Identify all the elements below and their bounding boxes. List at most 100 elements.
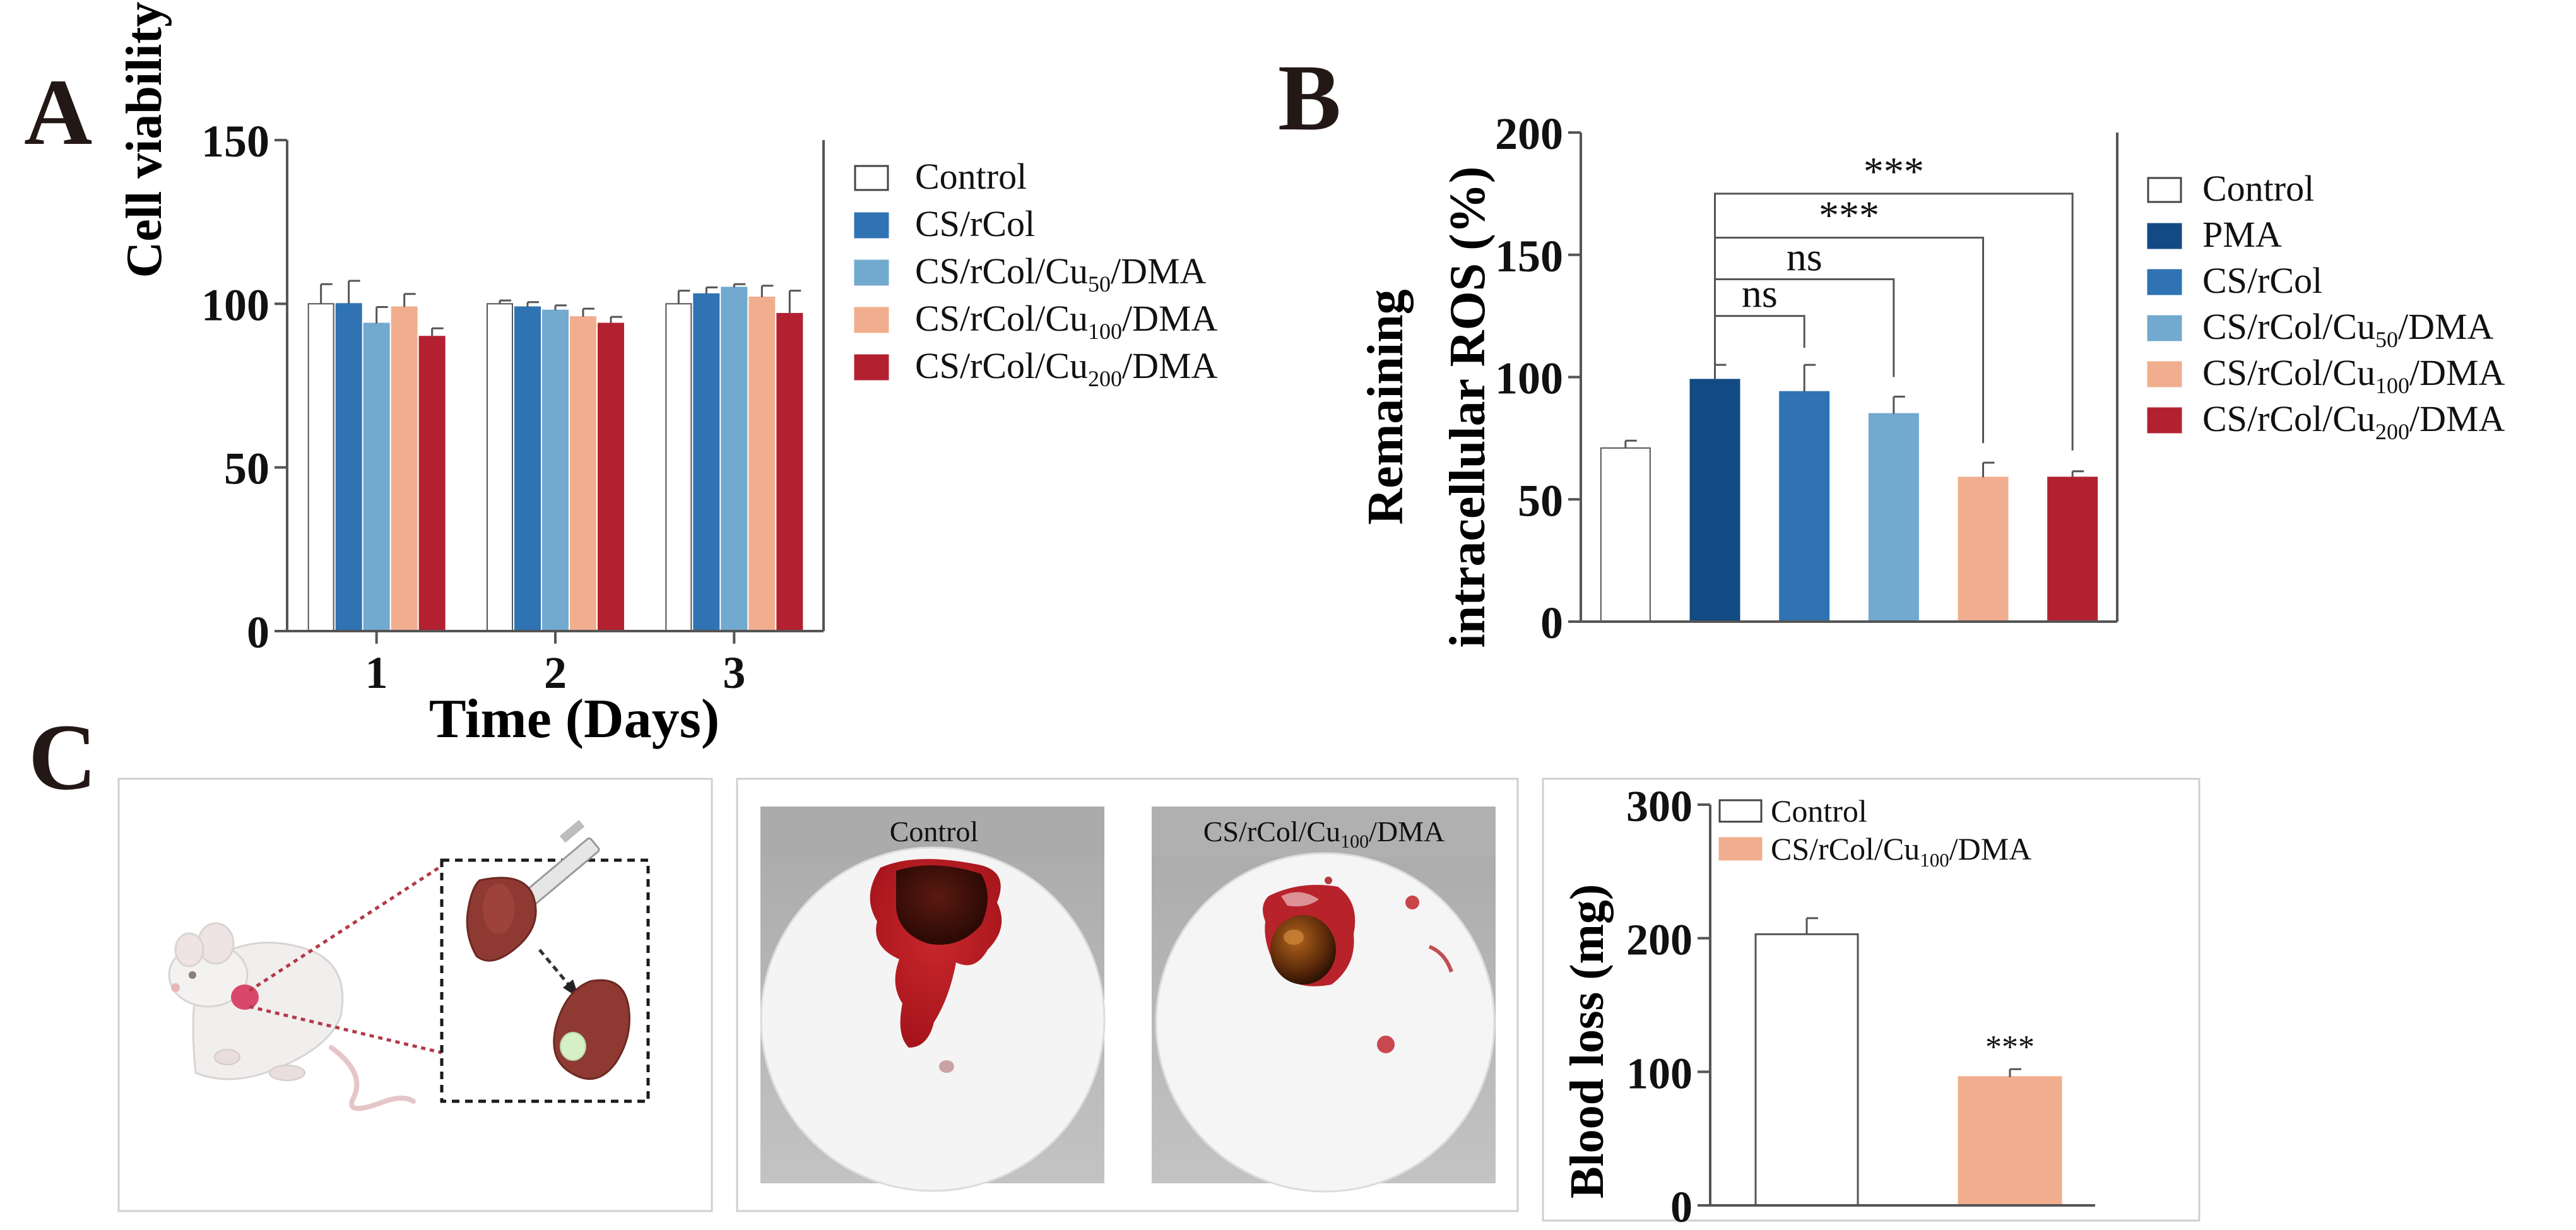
chart-b-legend-label: CS/rCol/Cu50/DMA <box>2202 306 2494 352</box>
wound-site <box>560 1032 586 1061</box>
chart-c: *** 0 100 200 300 Blood loss (mg) ControlCS… <box>1542 778 2201 1230</box>
chart-c-bar <box>1958 1076 2062 1207</box>
chart-b-ytick-label: 0 <box>1540 598 1563 648</box>
chart-b-ylabel-line1: Remaining <box>1358 289 1414 524</box>
chart-a-bar <box>391 306 418 632</box>
chart-b-legend-swatch <box>2147 177 2182 203</box>
chart-a-legend: ControlCS/rColCS/rCol/Cu50/DMACS/rCol/Cu… <box>854 156 1218 391</box>
chart-a-xtick-label: 3 <box>723 648 745 698</box>
chart-a-legend-label: CS/rCol/Cu50/DMA <box>915 251 1207 297</box>
chart-c-ylabel: Blood loss (mg) <box>1561 884 1614 1198</box>
chart-b-legend-swatch <box>2147 407 2182 434</box>
zoom-box <box>440 858 650 1103</box>
chart-b-legend-swatch <box>2147 361 2182 387</box>
chart-c-ytick-label: 0 <box>1670 1183 1693 1230</box>
chart-b-bar <box>1600 447 1651 622</box>
significance-label: ns <box>1787 235 1823 280</box>
chart-a-bar <box>514 306 541 632</box>
photo-panel: Control CS/rCol/Cu100/DMA <box>736 778 1519 1212</box>
chart-a-legend-swatch <box>854 307 889 333</box>
schematic-panel <box>117 778 713 1212</box>
process-arrow <box>538 949 572 989</box>
chart-b-bar <box>1779 391 1830 622</box>
hydrogel <box>1270 915 1336 985</box>
chart-a-legend-label: CS/rCol/Cu200/DMA <box>915 345 1218 391</box>
chart-a-ytick-label: 150 <box>201 116 269 167</box>
photo-left-title: Control <box>890 815 979 848</box>
chart-c-ytick-label: 100 <box>1626 1050 1693 1098</box>
chart-b-ytick-label: 50 <box>1518 475 1563 526</box>
chart-a-bar <box>542 309 569 632</box>
chart-a-bar <box>307 303 334 632</box>
blood-clot <box>896 865 988 945</box>
chart-a-bar <box>570 316 596 632</box>
chart-a-bar <box>665 303 692 632</box>
chart-c-legend-swatch <box>1718 837 1763 861</box>
chart-a-ytick-label: 100 <box>201 280 269 330</box>
chart-c-frame <box>1542 778 2201 1222</box>
significance-bracket <box>1714 237 1984 444</box>
chart-a-bar <box>776 312 803 632</box>
chart-c-legend-label: CS/rCol/Cu100/DMA <box>1771 831 2031 871</box>
chart-b-legend-label: PMA <box>2202 214 2282 255</box>
significance-bracket <box>1714 192 2074 451</box>
chart-c-significance: *** <box>1985 1029 2035 1065</box>
chart-a-xtick-label: 2 <box>544 648 567 698</box>
chart-b-bar <box>2047 476 2098 622</box>
chart-a: 0 50 100 150 1 2 3 Cell viability (%) Time (Da… <box>117 0 1218 750</box>
chart-a-bar <box>363 322 390 632</box>
panel-label-c: C <box>28 705 97 810</box>
chart-c-legend-swatch <box>1718 799 1763 823</box>
panel-label-a: A <box>24 60 92 165</box>
chart-c-legend-label: Control <box>1771 793 1867 829</box>
chart-b-legend-swatch <box>2147 315 2182 341</box>
photo-treated <box>1152 807 1496 1193</box>
chart-a-bar <box>335 303 362 632</box>
photo-control <box>760 807 1106 1192</box>
chart-b-legend-swatch <box>2147 223 2182 249</box>
chart-b-ytick-label: 200 <box>1495 109 1563 159</box>
chart-b-legend-label: CS/rCol/Cu100/DMA <box>2202 352 2505 398</box>
chart-b-legend-label: CS/rCol <box>2202 260 2322 301</box>
chart-b-bar <box>1958 476 2009 622</box>
chart-a-legend-label: CS/rCol <box>915 203 1035 244</box>
panel-label-b: B <box>1278 45 1341 150</box>
chart-a-bar <box>748 296 776 632</box>
chart-b-legend: Control PMA CS/rCol CS/rCol/Cu50/DMACS/rCol… <box>2147 168 2505 444</box>
zoom-line-top <box>248 864 443 993</box>
chart-b-bar <box>1868 413 1919 622</box>
chart-b-legend-swatch <box>2147 269 2182 295</box>
chart-c-ytick-label: 300 <box>1626 783 1693 831</box>
chart-b-legend-label: Control <box>2202 168 2314 209</box>
chart-a-xtick-label: 1 <box>365 648 388 698</box>
zoom-line-bottom <box>249 1005 442 1055</box>
photo-right-title: CS/rCol/Cu100/DMA <box>1203 815 1445 852</box>
chart-c-ytick-label: 200 <box>1626 916 1693 965</box>
chart-a-legend-swatch <box>854 165 889 191</box>
chart-a-bar <box>693 293 720 632</box>
chart-a-ytick-label: 0 <box>247 607 269 658</box>
chart-a-bar <box>487 303 513 632</box>
chart-b-ytick-label: 150 <box>1495 231 1563 281</box>
chart-a-legend-swatch <box>854 354 889 381</box>
chart-a-ytick-label: 50 <box>224 444 269 494</box>
chart-c-bar <box>1754 933 1859 1207</box>
chart-a-legend-swatch <box>854 212 889 239</box>
chart-a-xlabel: Time (Days) <box>429 689 719 750</box>
significance-bracket <box>1714 315 1805 367</box>
chart-a-legend-swatch <box>854 259 889 286</box>
significance-label: *** <box>1864 149 1924 194</box>
chart-b-bar <box>1689 379 1740 622</box>
significance-label: *** <box>1819 193 1879 238</box>
chart-b-ytick-label: 100 <box>1495 353 1563 404</box>
chart-a-legend-label: CS/rCol/Cu100/DMA <box>915 298 1218 344</box>
significance-label: ns <box>1742 271 1778 316</box>
chart-a-bar <box>721 287 748 632</box>
chart-a-bar <box>598 322 624 632</box>
chart-a-bar <box>418 336 446 632</box>
chart-b-ylabel-line2: intracellular ROS (%) <box>1440 167 1496 648</box>
chart-a-ylabel: Cell viability (%) <box>117 0 172 278</box>
